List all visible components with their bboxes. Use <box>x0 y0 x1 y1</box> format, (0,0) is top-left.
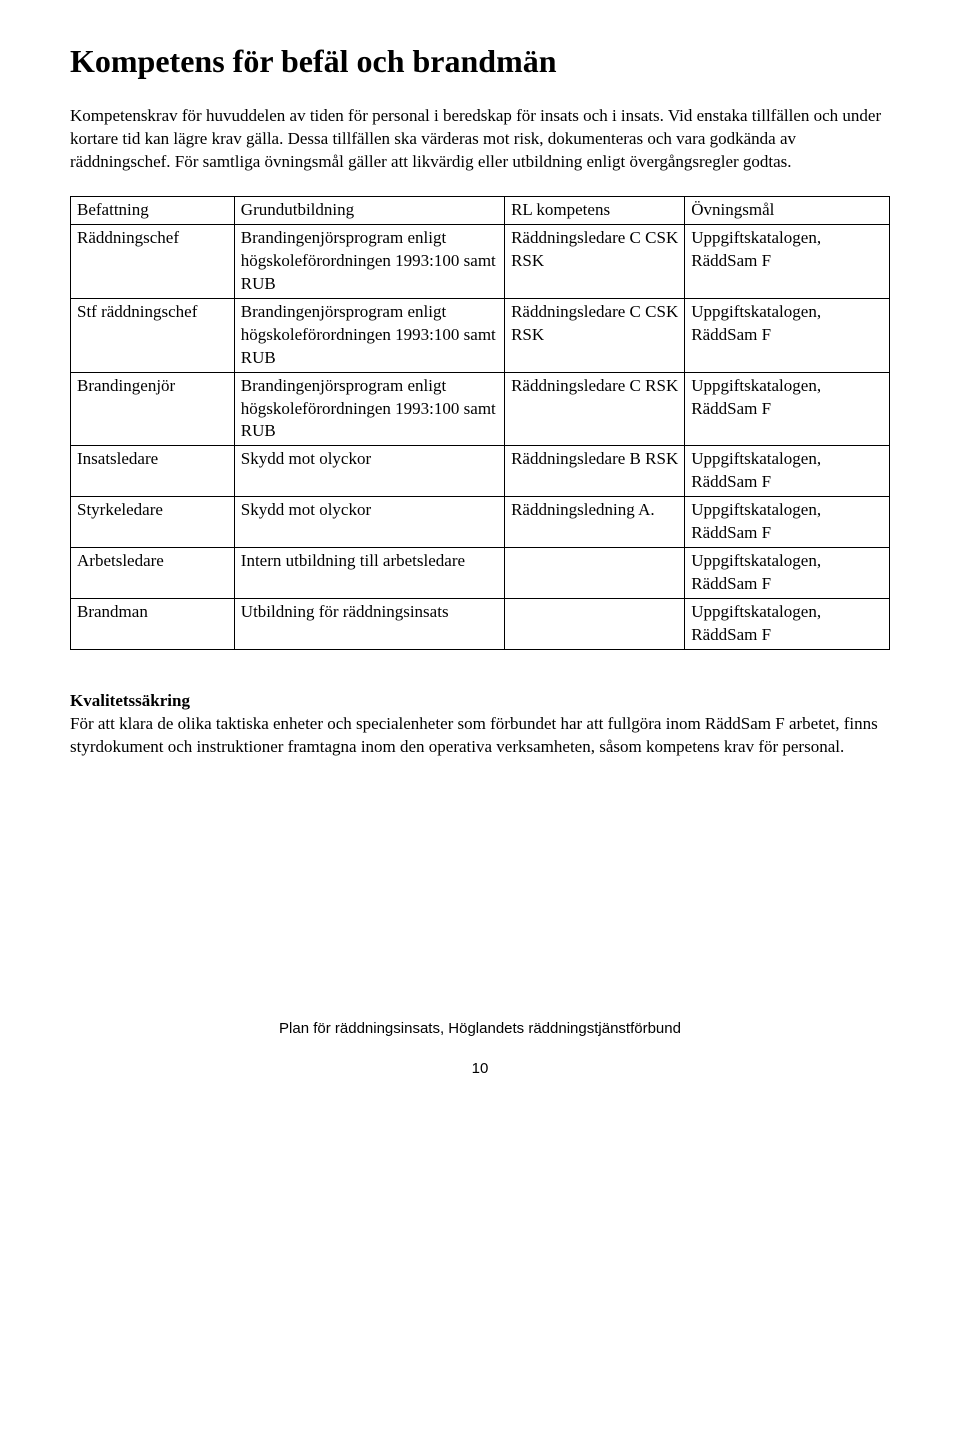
cell-grund: Brandingenjörsprogram enligt högskoleför… <box>234 224 504 298</box>
cell-befattning: Brandingenjör <box>71 372 235 446</box>
col-header-befattning: Befattning <box>71 197 235 225</box>
quality-heading: Kvalitetssäkring <box>70 690 890 713</box>
col-header-rl: RL kompetens <box>505 197 685 225</box>
cell-grund: Brandingenjörsprogram enligt högskoleför… <box>234 298 504 372</box>
cell-befattning: Arbetsledare <box>71 548 235 599</box>
intro-paragraph: Kompetenskrav för huvuddelen av tiden fö… <box>70 105 890 174</box>
col-header-grund: Grundutbildning <box>234 197 504 225</box>
table-row: Insatsledare Skydd mot olyckor Räddnings… <box>71 446 890 497</box>
table-row: Styrkeledare Skydd mot olyckor Räddnings… <box>71 497 890 548</box>
cell-befattning: Styrkeledare <box>71 497 235 548</box>
table-row: Räddningschef Brandingenjörsprogram enli… <box>71 224 890 298</box>
cell-befattning: Insatsledare <box>71 446 235 497</box>
page-number: 10 <box>70 1059 890 1079</box>
cell-ovn: Uppgiftskatalogen, RäddSam F <box>685 224 890 298</box>
cell-rl: Räddningsledning A. <box>505 497 685 548</box>
page-title: Kompetens för befäl och brandmän <box>70 40 890 83</box>
cell-rl: Räddningsledare C RSK <box>505 372 685 446</box>
cell-ovn: Uppgiftskatalogen, RäddSam F <box>685 372 890 446</box>
col-header-ovn: Övningsmål <box>685 197 890 225</box>
cell-grund: Skydd mot olyckor <box>234 446 504 497</box>
cell-befattning: Räddningschef <box>71 224 235 298</box>
cell-ovn: Uppgiftskatalogen, RäddSam F <box>685 548 890 599</box>
cell-grund: Intern utbildning till arbetsledare <box>234 548 504 599</box>
competence-table: Befattning Grundutbildning RL kompetens … <box>70 196 890 650</box>
footer-text: Plan för räddningsinsats, Höglandets räd… <box>70 1019 890 1039</box>
cell-ovn: Uppgiftskatalogen, RäddSam F <box>685 599 890 650</box>
cell-rl: Räddningsledare C CSK RSK <box>505 298 685 372</box>
cell-grund: Utbildning för räddningsinsats <box>234 599 504 650</box>
cell-befattning: Stf räddningschef <box>71 298 235 372</box>
cell-rl: Räddningsledare C CSK RSK <box>505 224 685 298</box>
table-row: Brandman Utbildning för räddningsinsats … <box>71 599 890 650</box>
cell-rl: Räddningsledare B RSK <box>505 446 685 497</box>
cell-grund: Skydd mot olyckor <box>234 497 504 548</box>
cell-rl <box>505 599 685 650</box>
cell-befattning: Brandman <box>71 599 235 650</box>
cell-ovn: Uppgiftskatalogen, RäddSam F <box>685 497 890 548</box>
cell-rl <box>505 548 685 599</box>
cell-grund: Brandingenjörsprogram enligt högskoleför… <box>234 372 504 446</box>
table-row: Stf räddningschef Brandingenjörsprogram … <box>71 298 890 372</box>
quality-body: För att klara de olika taktiska enheter … <box>70 713 890 759</box>
table-header-row: Befattning Grundutbildning RL kompetens … <box>71 197 890 225</box>
table-row: Brandingenjör Brandingenjörsprogram enli… <box>71 372 890 446</box>
cell-ovn: Uppgiftskatalogen, RäddSam F <box>685 298 890 372</box>
table-row: Arbetsledare Intern utbildning till arbe… <box>71 548 890 599</box>
cell-ovn: Uppgiftskatalogen, RäddSam F <box>685 446 890 497</box>
